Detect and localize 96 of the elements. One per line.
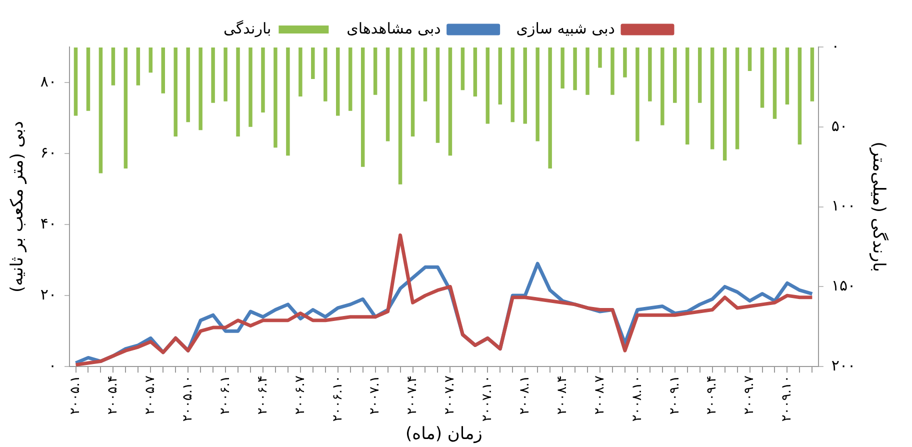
bar: [810, 48, 814, 102]
bar: [298, 48, 302, 97]
legend-label: بارندگی: [224, 19, 272, 38]
bar: [98, 48, 103, 174]
x-tick-label: ۲۰۰۹.۱: [667, 376, 682, 415]
bar: [274, 48, 278, 148]
y2-tick-label: ۵۰: [831, 116, 848, 135]
bar: [386, 48, 390, 142]
bar: [798, 48, 802, 144]
x-tick-label: ۲۰۰۹.۴: [704, 376, 720, 415]
bar: [186, 48, 190, 122]
bar: [348, 48, 352, 111]
y-tick-label: ۲۰: [40, 285, 57, 304]
bar: [161, 48, 165, 94]
bar: [86, 48, 90, 111]
bar: [698, 48, 702, 103]
bar: [198, 48, 202, 130]
bar: [785, 48, 790, 105]
bar: [111, 48, 116, 86]
bar: [498, 48, 502, 105]
bar: [473, 48, 478, 97]
bar: [336, 48, 340, 116]
x-tick-label: ۲۰۰۶.۱: [218, 376, 233, 415]
bar: [636, 48, 640, 142]
bar: [174, 48, 178, 136]
bar: [410, 48, 415, 136]
x-tick-label: ۲۰۰۵.۱۰: [180, 376, 196, 422]
bar: [261, 48, 265, 113]
bar: [673, 48, 677, 103]
bar: [610, 48, 614, 95]
bar: [686, 48, 690, 144]
x-tick-label: ۲۰۰۷.۴: [405, 376, 420, 415]
y2-tick-label: ۲۰۰: [831, 356, 856, 374]
bar: [311, 48, 315, 79]
bar: [586, 48, 590, 95]
bar: [124, 48, 128, 168]
y-axis-title: دبی (متر مکعب بر ثانیه): [8, 121, 28, 292]
bar: [148, 48, 153, 73]
y2-tick-label: ۱۰۰: [831, 196, 856, 215]
bar: [324, 48, 328, 102]
bar: [722, 48, 727, 160]
bar: [286, 48, 290, 156]
x-tick-label: ۲۰۰۷.۱۰: [480, 376, 496, 422]
legend-label: دبی مشاهدهای: [346, 19, 441, 38]
bar: [136, 48, 140, 86]
x-tick-label: ۲۰۰۶.۱۰: [330, 376, 346, 422]
x-tick-label: ۲۰۰۸.۷: [592, 376, 608, 415]
bar: [548, 48, 552, 168]
bar: [360, 48, 365, 167]
y-tick-label: ۶۰: [40, 143, 57, 162]
bar: [460, 48, 465, 90]
bar: [648, 48, 652, 102]
bar: [224, 48, 228, 102]
x-tick-label: ۲۰۰۷.۱: [368, 376, 383, 415]
x-tick-label: ۲۰۰۹.۱۰: [780, 376, 795, 422]
x-tick-label: ۲۰۰۸.۱۰: [630, 376, 645, 422]
y-tick-label: ۰: [48, 356, 57, 374]
y2-tick-label: ۱۵۰: [831, 276, 856, 295]
legend-label: دبی شبیه سازی: [516, 19, 615, 38]
y2-tick-label: ۰: [831, 36, 840, 55]
bar: [510, 48, 514, 122]
bar: [211, 48, 215, 103]
bar: [248, 48, 252, 127]
x-tick-label: ۲۰۰۵.۷: [143, 376, 158, 415]
bar: [660, 48, 664, 126]
bar: [74, 48, 78, 116]
x-tick-label: ۲۰۰۶.۴: [255, 376, 270, 415]
bar: [436, 48, 440, 143]
x-tick-label: ۲۰۰۹.۷: [742, 376, 758, 415]
y-tick-label: ۴۰: [40, 214, 57, 232]
bar: [760, 48, 764, 108]
x-tick-label: ۲۰۰۸.۱: [517, 376, 532, 415]
bar: [398, 48, 402, 184]
bar: [236, 48, 240, 136]
bar: [423, 48, 428, 102]
bar: [448, 48, 452, 156]
x-tick-label: ۲۰۰۸.۴: [554, 376, 570, 415]
bar: [486, 48, 490, 124]
bar: [373, 48, 378, 95]
x-axis-title: زمان (ماه): [406, 424, 482, 444]
bar: [623, 48, 627, 78]
bar: [710, 48, 714, 150]
y-tick-label: ۸۰: [40, 72, 57, 90]
bar: [573, 48, 577, 90]
x-tick-label: ۲۰۰۵.۱: [68, 376, 84, 415]
bar: [523, 48, 527, 124]
y2-axis-title: بارندگی (میلی‌متر): [868, 142, 890, 272]
bar: [560, 48, 564, 89]
bar: [598, 48, 602, 68]
x-tick-label: ۲۰۰۷.۷: [442, 376, 458, 415]
x-tick-label: ۲۰۰۵.۴: [106, 376, 121, 415]
bar: [536, 48, 540, 142]
bar: [735, 48, 740, 150]
x-tick-label: ۲۰۰۶.۷: [292, 376, 308, 415]
bar: [772, 48, 777, 119]
bar: [748, 48, 752, 71]
